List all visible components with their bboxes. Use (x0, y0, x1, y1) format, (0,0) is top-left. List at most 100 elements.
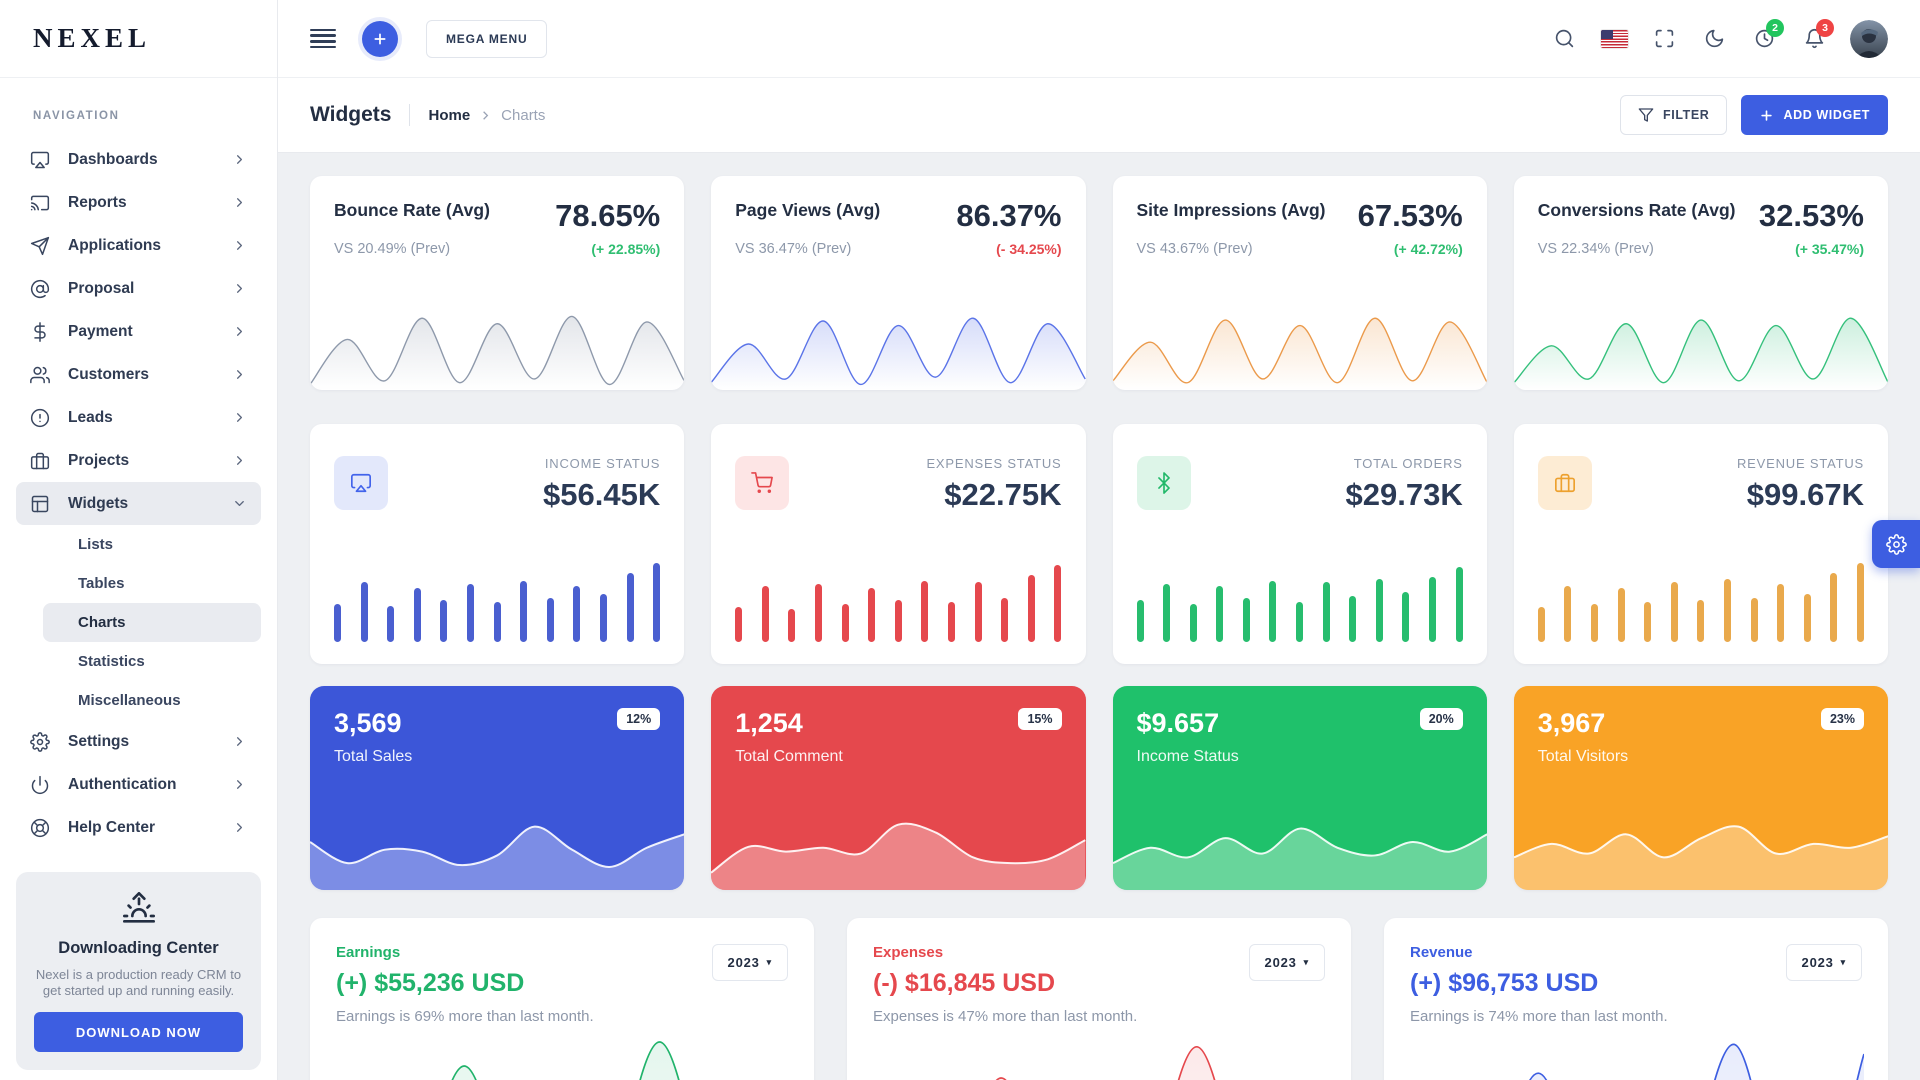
settings-fab[interactable] (1872, 520, 1920, 568)
mini-card-total-comment: 1,254 15% Total Comment (711, 686, 1086, 890)
activity-button[interactable]: 2 (1744, 18, 1784, 59)
stat-cards-row: Bounce Rate (Avg) 78.65% VS 20.49% (Prev)… (310, 176, 1888, 390)
mega-menu-button[interactable]: MEGA MENU (426, 19, 548, 58)
cast-icon (30, 195, 50, 210)
bar (599, 594, 607, 642)
sidebar-item-payment[interactable]: Payment (16, 310, 261, 353)
clock-icon (1755, 29, 1773, 48)
quick-add-button[interactable] (362, 20, 398, 57)
stat-title: Page Views (Avg) (735, 200, 881, 220)
dollar-icon (34, 321, 46, 342)
stat-title: Bounce Rate (Avg) (334, 200, 490, 220)
at-sign-icon (30, 279, 50, 298)
bar (493, 601, 501, 642)
chevron-right-icon (237, 456, 242, 465)
stat-card-bounce-rate: Bounce Rate (Avg) 78.65% VS 20.49% (Prev)… (310, 176, 685, 390)
bar (1830, 572, 1838, 642)
notifications-button[interactable]: 3 (1794, 18, 1834, 59)
sidebar-item-widgets[interactable]: Widgets (16, 482, 261, 525)
shopping-cart-icon (735, 456, 790, 510)
sidebar-subitem-charts[interactable]: Charts (43, 603, 261, 642)
bar (868, 588, 876, 642)
year-dropdown[interactable]: 2023 ▾ (1785, 944, 1862, 981)
airplay-icon (30, 151, 50, 168)
year-value: 2023 (1801, 955, 1834, 970)
chevron-right-icon (237, 284, 242, 293)
maximize-icon (1655, 29, 1673, 48)
sidebar-subitem-miscellaneous[interactable]: Miscellaneous (78, 692, 181, 709)
mini-value: $9.657 (1136, 708, 1220, 738)
bar (1564, 586, 1572, 642)
sidebar-subitem-lists[interactable]: Lists (78, 536, 114, 553)
sidebar-subitem-tables[interactable]: Tables (78, 575, 125, 592)
bar (948, 601, 955, 642)
dark-mode-toggle[interactable] (1694, 19, 1734, 59)
kpi-value: $56.45K (543, 477, 661, 512)
chevron-right-icon (237, 241, 242, 250)
language-switcher[interactable] (1594, 19, 1634, 59)
sidebar-item-projects[interactable]: Projects (16, 439, 261, 482)
bar (1856, 563, 1864, 642)
bar (735, 607, 743, 642)
year-dropdown[interactable]: 2023 ▾ (1248, 944, 1325, 981)
sidebar-item-help-center[interactable]: Help Center (16, 806, 261, 849)
summary-amount: (-) $16,845 USD (873, 969, 1056, 997)
sidebar: NEXEL NAVIGATION Dashboards Reports Appl… (0, 0, 278, 1080)
kpi-card-expenses-status: EXPENSES STATUS $22.75K (711, 424, 1086, 664)
search-button[interactable] (1544, 19, 1584, 59)
sidebar-item-leads[interactable]: Leads (16, 396, 261, 439)
sidebar-subitem-statistics[interactable]: Statistics (78, 653, 145, 670)
percent-badge: 23% (1820, 708, 1864, 730)
percent-badge: 15% (1018, 708, 1062, 730)
title-actions: FILTER ADD WIDGET (1620, 95, 1888, 135)
life-buoy-icon (30, 818, 50, 837)
kpi-value: $29.73K (1345, 477, 1463, 512)
year-dropdown[interactable]: 2023 ▾ (711, 944, 788, 981)
percent-badge: 20% (1419, 708, 1463, 730)
download-now-button[interactable]: DOWNLOAD NOW (34, 1012, 243, 1052)
sidebar-item-label: Projects (68, 451, 130, 469)
airplay-icon (334, 456, 388, 510)
brand-logo[interactable]: NEXEL (33, 23, 152, 53)
sidebar-item-dashboards[interactable]: Dashboards (16, 138, 261, 181)
breadcrumb-current: Charts (501, 106, 546, 124)
avatar-image (1850, 19, 1888, 58)
page-title-bar: Widgets Home Charts FILTER ADD WIDGET (278, 78, 1920, 153)
sidebar-item-customers[interactable]: Customers (16, 353, 261, 396)
bar (1777, 584, 1785, 642)
sidebar-item-label: Widgets (68, 494, 129, 512)
filter-button[interactable]: FILTER (1620, 95, 1728, 135)
bar-chart (735, 546, 1062, 642)
stat-value: 86.37% (956, 198, 1062, 233)
bar (1402, 592, 1410, 642)
sidebar-item-reports[interactable]: Reports (16, 181, 261, 224)
brand-logo-wrap: NEXEL (0, 0, 277, 78)
mini-value: 3,569 (334, 708, 402, 738)
stat-title: Conversions Rate (Avg) (1537, 200, 1736, 220)
menu-toggle-icon[interactable] (310, 28, 336, 49)
bar (761, 586, 769, 642)
sunrise-icon (122, 892, 155, 923)
fullscreen-button[interactable] (1644, 19, 1684, 59)
bar (466, 584, 474, 642)
bar (974, 582, 982, 642)
summary-title: Expenses (873, 944, 944, 961)
bar (1670, 582, 1678, 642)
sidebar-item-proposal[interactable]: Proposal (16, 267, 261, 310)
sidebar-item-authentication[interactable]: Authentication (16, 763, 261, 806)
chevron-right-icon (237, 780, 242, 789)
bar (1242, 597, 1250, 642)
area-chart (1112, 794, 1487, 890)
sidebar-item-settings[interactable]: Settings (16, 720, 261, 763)
kpi-card-revenue-status: REVENUE STATUS $99.67K (1513, 424, 1888, 664)
add-widget-button[interactable]: ADD WIDGET (1741, 95, 1888, 135)
bar (387, 605, 395, 642)
sidebar-item-applications[interactable]: Applications (16, 224, 261, 267)
breadcrumb-home[interactable]: Home (428, 106, 471, 124)
mini-card-total-sales: 3,569 12% Total Sales (310, 686, 685, 890)
plus-icon (1761, 109, 1773, 121)
bar (520, 580, 528, 642)
sparkline-chart (310, 298, 685, 390)
avatar[interactable] (1850, 19, 1888, 58)
summary-card-earnings: Earnings (+) $55,236 USD Earnings is 69%… (310, 918, 814, 1080)
